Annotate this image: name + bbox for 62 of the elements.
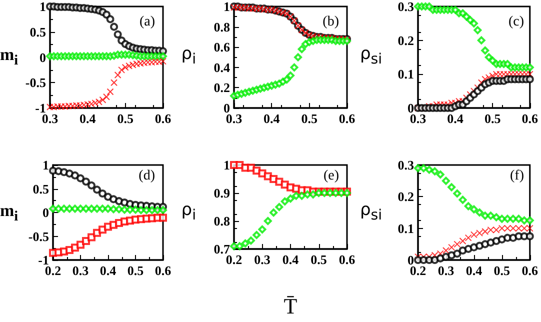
y-axis-title: ρ$_{i}$: [181, 200, 196, 224]
x-tick-label: 0.6: [154, 111, 172, 126]
annotation: (f): [510, 168, 524, 184]
y-tick-label: 0.1: [398, 66, 414, 82]
y-tick-label: 0.6: [214, 40, 230, 55]
y-tick-label: 0.8: [214, 19, 230, 34]
annotation: (e): [323, 168, 340, 184]
x-tick-label: 0.6: [522, 111, 538, 126]
x-tick-label: 0.4: [100, 263, 117, 278]
y-tick-label: 0: [42, 205, 49, 220]
y-tick-label: 1: [224, 0, 230, 14]
y-tick-label: -1: [38, 252, 49, 268]
x-axis-title: T̄: [284, 294, 298, 318]
y-tick-label: 0.5: [32, 181, 50, 196]
y-tick-label: 1: [224, 158, 230, 172]
annotation: (b): [322, 14, 340, 30]
y-tick-label: 0: [40, 50, 46, 65]
y-tick-label: 1: [42, 158, 49, 172]
annotation: (c): [508, 14, 524, 30]
x-tick-label: 0.6: [338, 111, 356, 126]
y-tick-label: 0.2: [398, 189, 414, 204]
x-tick-label: 0.6: [338, 252, 356, 267]
x-tick-label: 0.5: [310, 252, 328, 267]
annotation: (a): [139, 14, 156, 30]
y-axis-title: ρ$_{si}$: [360, 200, 382, 224]
y-tick-label: 0.2: [214, 80, 230, 96]
x-tick-label: 0.4: [447, 111, 464, 126]
x-tick-label: 0.3: [254, 252, 271, 267]
x-tick-label: 0.5: [484, 111, 502, 126]
x-tick-label: 0.5: [494, 263, 511, 278]
x-tick-label: 0.6: [154, 263, 172, 278]
x-tick-label: 0.5: [127, 263, 144, 278]
y-tick-label: -0.5: [28, 228, 50, 244]
y-tick-label: 0.8: [214, 214, 230, 228]
x-tick-label: 0.4: [264, 111, 280, 126]
y-tick-label: 0.2: [398, 32, 414, 48]
x-tick-label: 0.5: [301, 111, 318, 126]
y-tick-label: 0.9: [214, 186, 230, 200]
y-tick-label: 0.7: [214, 242, 230, 256]
y-tick-label: 0.4: [214, 60, 230, 75]
x-tick-label: 0.3: [438, 263, 455, 278]
y-axis-title: ρ$_{i}$: [181, 44, 196, 68]
y-tick-label: 0: [408, 100, 414, 116]
y-tick-label: -1: [35, 100, 46, 116]
x-tick-label: 0.4: [466, 263, 483, 278]
x-tick-label: 0.5: [117, 111, 134, 126]
y-tick-label: 0: [224, 100, 230, 116]
y-axis-title: ρ$_{si}$: [360, 44, 382, 68]
x-tick-label: 0.4: [282, 252, 300, 267]
y-tick-label: 0.3: [398, 158, 414, 172]
annotation: (d): [138, 168, 156, 184]
y-tick-label: 0.5: [30, 24, 46, 40]
y-tick-label: 0: [408, 252, 414, 268]
y-tick-label: 0.3: [398, 0, 414, 14]
y-tick-label: 1: [40, 0, 46, 14]
x-tick-label: 0.6: [522, 263, 538, 278]
y-tick-label: 0.1: [398, 220, 414, 236]
x-tick-label: 0.3: [72, 263, 90, 278]
y-axis-title: m$_{i}$: [0, 200, 18, 224]
y-axis-title: m$_{i}$: [0, 44, 18, 68]
x-tick-label: 0.4: [80, 111, 96, 126]
y-tick-label: -0.5: [25, 75, 46, 90]
